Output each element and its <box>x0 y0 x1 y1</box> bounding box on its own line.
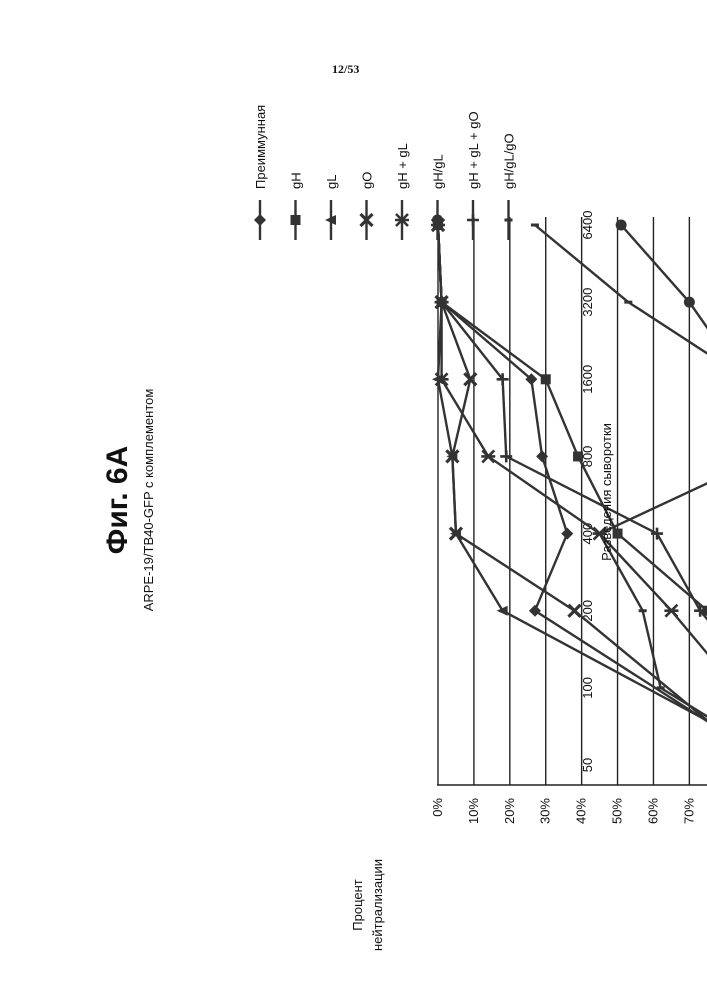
y-tick-label: 50% <box>610 798 625 824</box>
series-line <box>535 225 707 765</box>
data-point <box>657 686 665 689</box>
data-point <box>467 214 479 226</box>
series-8 <box>531 224 707 767</box>
legend-label: gH <box>289 172 304 189</box>
data-point <box>613 529 623 539</box>
legend-item: Преиммунная <box>253 105 268 240</box>
legend-item: gH/gL <box>431 154 446 240</box>
data-point <box>616 220 627 231</box>
data-point <box>529 605 541 617</box>
x-tick-label: 6400 <box>580 211 595 240</box>
series-5 <box>431 219 707 771</box>
series-line <box>438 225 707 765</box>
data-point <box>497 606 508 616</box>
y-axis-label-line-2: нейтрализации <box>370 859 385 951</box>
legend-item: gH/gL/gO <box>502 133 517 240</box>
data-point <box>561 528 573 540</box>
legend-label: gH + gL + gO <box>466 111 481 189</box>
legend-label: gH + gL <box>395 143 410 189</box>
data-point <box>541 374 551 384</box>
data-point <box>568 605 580 617</box>
y-tick-label: 60% <box>645 798 660 824</box>
x-tick-label: 50 <box>580 758 595 772</box>
legend-label: gO <box>360 172 375 189</box>
series-line <box>438 225 707 765</box>
y-tick-label: 70% <box>681 798 696 824</box>
legend-label: Преиммунная <box>253 105 268 189</box>
data-point <box>505 219 513 222</box>
data-point <box>254 214 266 226</box>
series-line <box>438 225 707 765</box>
x-axis-label: Разведения сыворотки <box>599 423 614 561</box>
series-line <box>438 225 707 765</box>
y-tick-label: 10% <box>466 798 481 824</box>
data-point <box>573 451 583 461</box>
y-tick-label: 20% <box>502 798 517 824</box>
plot-area: 0%10%20%30%40%50%60%70%80%90%100%110%501… <box>430 211 707 832</box>
data-point <box>291 215 301 225</box>
legend-label: gL <box>324 175 339 189</box>
legend-item: gH <box>289 172 304 240</box>
series-line <box>438 225 707 765</box>
legend: Преиммунная gH gL gO gH + gL gH/gL gH + gL + g… <box>253 105 517 240</box>
data-point <box>664 605 678 617</box>
legend-label: gH/gL <box>431 154 446 189</box>
x-tick-label: 1600 <box>580 365 595 394</box>
data-point <box>684 297 695 308</box>
legend-item: gH + gL <box>395 143 410 240</box>
chart-title: ARPE-19/TB40-GFP с комплементом <box>141 389 156 612</box>
y-tick-label: 30% <box>538 798 553 824</box>
data-point <box>531 224 539 227</box>
y-tick-label: 40% <box>574 798 589 824</box>
y-tick-label: 0% <box>430 798 445 817</box>
legend-item: gH + gL + gO <box>466 111 481 240</box>
data-point <box>624 301 632 304</box>
x-tick-label: 3200 <box>580 288 595 317</box>
legend-label: gH/gL/gO <box>502 133 517 189</box>
y-axis-label-line-1: Процент <box>350 879 365 931</box>
data-point <box>639 609 647 612</box>
data-point <box>432 215 443 226</box>
rotated-figure: Фиг. 6А ARPE-19/TB40-GFP с комплементом … <box>101 105 707 951</box>
x-tick-label: 100 <box>580 677 595 699</box>
series-line <box>438 225 707 765</box>
legend-item: gL <box>324 175 339 240</box>
data-point <box>481 450 495 462</box>
legend-item: gO <box>360 172 375 240</box>
figure-label: Фиг. 6А <box>101 446 134 555</box>
y-axis-label: Процент нейтрализации <box>350 859 385 951</box>
